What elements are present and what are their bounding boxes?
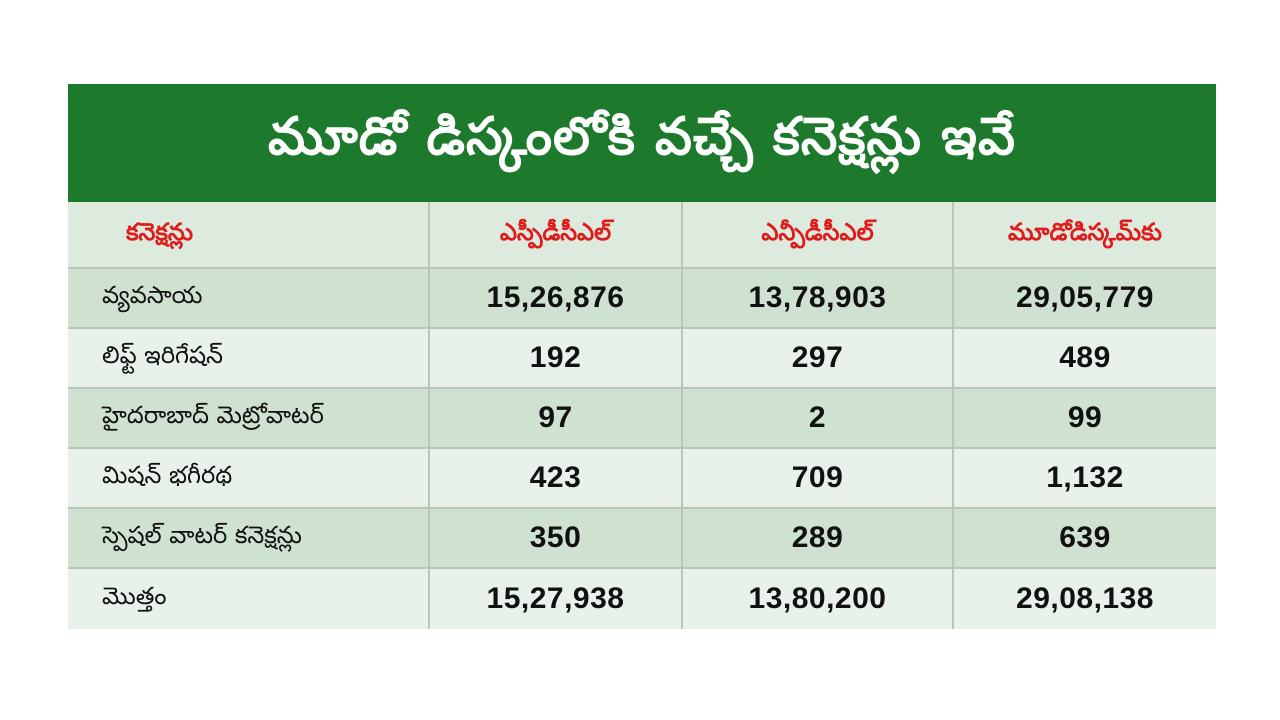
- cell-value: 2: [681, 388, 953, 449]
- cell-value: 297: [681, 328, 953, 389]
- cell-value: 709: [681, 448, 953, 509]
- row-label: హైదరాబాద్ మెట్రోవాటర్: [68, 388, 429, 449]
- cell-value: 489: [952, 328, 1216, 389]
- row-label: లిఫ్ట్ ఇరిగేషన్: [68, 328, 429, 389]
- table-title: మూడో డిస్కంలోకి వచ్చే కనెక్షన్లు ఇవే: [68, 84, 1216, 202]
- connections-table-card: మూడో డిస్కంలోకి వచ్చే కనెక్షన్లు ఇవే కనె…: [68, 84, 1216, 642]
- header-southern-discom: ఎస్పీడీసీఎల్: [428, 202, 682, 269]
- row-label: స్పెషల్ వాటర్ కనెక్షన్లు: [68, 508, 429, 569]
- row-label: వ్యవసాయ: [68, 268, 429, 329]
- table-row-total: మొత్తం 15,27,938 13,80,200 29,08,138: [68, 568, 1216, 629]
- row-label: మిషన్ భగీరథ: [68, 448, 429, 509]
- cell-value: 639: [952, 508, 1216, 569]
- cell-value: 15,27,938: [428, 568, 682, 629]
- table-row: లిఫ్ట్ ఇరిగేషన్ 192 297 489: [68, 328, 1216, 389]
- header-third-discom: మూడోడిస్కమ్‌కు: [952, 202, 1216, 269]
- connections-table: కనెక్షన్లు ఎస్పీడీసీఎల్ ఎన్పీడీసీఎల్ మూడ…: [68, 202, 1216, 629]
- cell-value: 29,05,779: [952, 268, 1216, 329]
- header-northern-discom: ఎన్పీడీసీఎల్: [681, 202, 953, 269]
- cell-value: 99: [952, 388, 1216, 449]
- table-row: వ్యవసాయ 15,26,876 13,78,903 29,05,779: [68, 268, 1216, 329]
- cell-value: 97: [428, 388, 682, 449]
- cell-value: 289: [681, 508, 953, 569]
- cell-value: 350: [428, 508, 682, 569]
- cell-value: 13,78,903: [681, 268, 953, 329]
- header-connections: కనెక్షన్లు: [68, 202, 429, 269]
- cell-value: 13,80,200: [681, 568, 953, 629]
- table-row: మిషన్ భగీరథ 423 709 1,132: [68, 448, 1216, 509]
- cell-value: 15,26,876: [428, 268, 682, 329]
- table-row: హైదరాబాద్ మెట్రోవాటర్ 97 2 99: [68, 388, 1216, 449]
- table-row: స్పెషల్ వాటర్ కనెక్షన్లు 350 289 639: [68, 508, 1216, 569]
- cell-value: 192: [428, 328, 682, 389]
- cell-value: 29,08,138: [952, 568, 1216, 629]
- cell-value: 1,132: [952, 448, 1216, 509]
- cell-value: 423: [428, 448, 682, 509]
- row-label: మొత్తం: [68, 568, 429, 629]
- header-row: కనెక్షన్లు ఎస్పీడీసీఎల్ ఎన్పీడీసీఎల్ మూడ…: [68, 202, 1216, 269]
